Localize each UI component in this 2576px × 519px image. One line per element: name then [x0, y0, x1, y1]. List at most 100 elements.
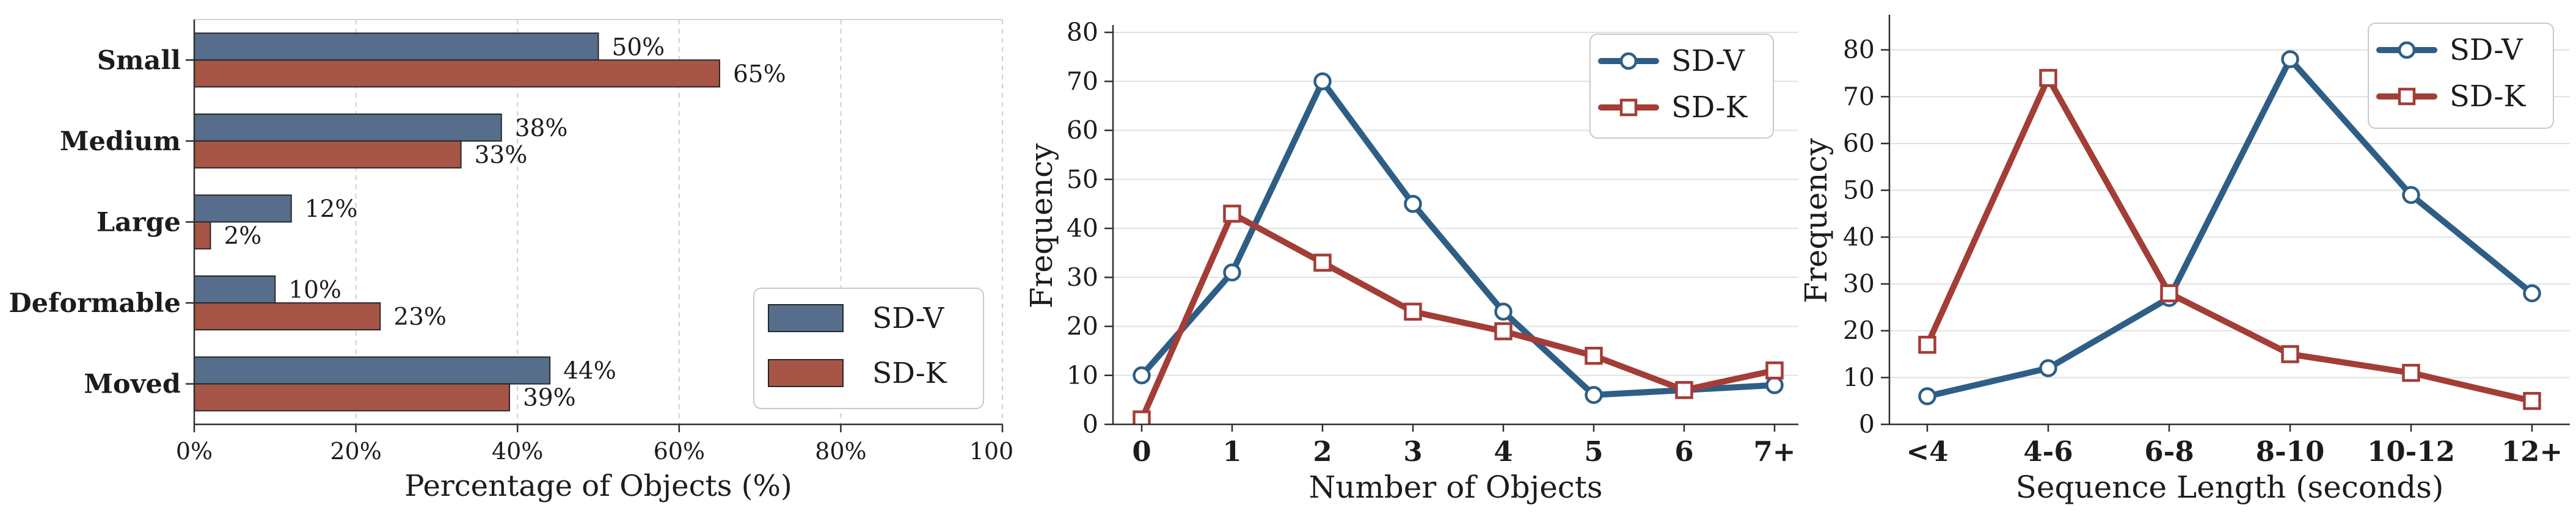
x-tick-label: 10-12: [2367, 435, 2455, 468]
data-point-circle: [1765, 376, 1784, 394]
x-tick-label: 0%: [176, 438, 213, 465]
x-tick-label: 3: [1403, 435, 1422, 468]
y-tick-label: 30: [1843, 269, 1875, 299]
legend-label: SD-K: [872, 357, 947, 390]
y-tick-label: 40: [1843, 222, 1875, 252]
legend-swatch: [768, 359, 844, 387]
data-point-square: [1675, 381, 1693, 399]
legend-swatch: [768, 304, 844, 332]
y-tick-label: 20: [1067, 312, 1098, 341]
legend-marker-circle: [1619, 52, 1638, 70]
bar-value-label: 12%: [305, 196, 358, 223]
line-chart-sequence-svg: 0 10 20 30 40 50 60 70 80 <4 4-6 6-8 8-10 10-12 12+ Seq…: [1802, 15, 2570, 505]
data-point-square: [1494, 322, 1512, 341]
data-point-circle: [1313, 72, 1332, 91]
category-label: Deformable: [9, 288, 181, 319]
legend-label: SD-V: [2450, 33, 2523, 67]
data-point-circle: [2402, 186, 2420, 205]
y-tick-label: 70: [1067, 67, 1098, 96]
x-tick-label: 7+: [1753, 435, 1795, 468]
y-tick-label: 60: [1843, 129, 1875, 158]
data-point-square: [2523, 391, 2541, 410]
legend-label: SD-V: [1671, 44, 1745, 78]
legend-marker-square: [1619, 98, 1638, 117]
bar-sdk-large: [194, 221, 211, 250]
y-axis-label: Frequency: [1024, 143, 1059, 308]
x-tick-label: 5: [1584, 435, 1603, 468]
x-tick-label: 4: [1494, 435, 1512, 468]
series-sd-k: [1918, 68, 2541, 410]
x-tick-label: 6-8: [2144, 435, 2194, 468]
y-axis-ticks: 0 10 20 30 40 50 60 70 80: [1843, 35, 1889, 439]
x-tick-label: <4: [1906, 435, 1948, 468]
bar-chart-svg: 50% 65% 38%33% 12% 2% 10% 23% 44%39% Small Medium…: [9, 19, 1014, 503]
bar-value-labels: 50% 65% 38%33% 12% 2% 10% 23% 44%39%: [224, 34, 786, 412]
category-axis-labels: Small Medium Large Deformable Moved: [9, 45, 181, 399]
y-tick-label: 50: [1067, 165, 1098, 194]
bar-sdk-small: [194, 59, 720, 88]
data-point-square: [1585, 346, 1603, 365]
data-point-square: [2039, 68, 2057, 87]
x-tick-label: 1: [1222, 435, 1241, 468]
line-chart-number-of-objects: 0 10 20 30 40 50 60 70 80 0 1 2 3 4 5 6 7+ Number of Obje…: [1014, 0, 1802, 519]
data-point-square: [1918, 335, 1936, 354]
x-tick-label: 20%: [330, 438, 381, 465]
bar-sdk-deformable: [194, 302, 381, 331]
data-point-square: [2160, 284, 2178, 303]
bar-value-label: 2%: [224, 223, 261, 250]
x-axis-label: Sequence Length (seconds): [2016, 470, 2444, 505]
legend-marker-square: [2398, 87, 2416, 106]
data-point-square: [2281, 345, 2299, 363]
y-tick-label: 80: [1843, 35, 1875, 65]
y-tick-label: 50: [1843, 176, 1875, 205]
data-point-circle: [2039, 359, 2057, 377]
x-tick-label: 0: [1132, 435, 1151, 468]
data-point-circle: [1494, 302, 1512, 321]
legend-label: SD-K: [1671, 90, 1748, 125]
gridlines-horizontal: [1889, 49, 2570, 379]
y-tick-label: 10: [1067, 361, 1098, 390]
y-tick-label: 30: [1067, 263, 1098, 292]
x-tick-label: 6: [1674, 435, 1693, 468]
category-label: Small: [97, 45, 181, 76]
x-axis-ticks: <4 4-6 6-8 8-10 10-12 12+: [1906, 424, 2563, 468]
y-tick-label: 10: [1843, 363, 1875, 392]
series-sd-v: [1133, 72, 1784, 404]
x-axis-label: Number of Objects: [1308, 470, 1602, 505]
bar-sdv-medium: [194, 113, 502, 142]
data-point-square: [1133, 410, 1151, 424]
bar-value-label: 65%: [733, 60, 786, 88]
bar-sdv-moved: [194, 356, 551, 385]
bar-sdv-small: [194, 32, 599, 61]
data-point-circle: [1133, 366, 1151, 385]
data-point-circle: [1918, 387, 1936, 405]
x-tick-label: 80%: [815, 438, 866, 465]
bars: [194, 32, 720, 412]
data-point-circle: [1404, 195, 1422, 213]
y-tick-label: 20: [1843, 316, 1875, 346]
y-tick-label: 40: [1067, 214, 1098, 243]
y-tick-label: 0: [1859, 410, 1875, 439]
category-label: Medium: [60, 126, 181, 157]
data-point-circle: [2281, 50, 2299, 68]
legend-marker-circle: [2398, 41, 2416, 59]
data-point-circle: [2523, 284, 2541, 303]
x-axis-label: Percentage of Objects (%): [404, 469, 792, 503]
bar-sdk-moved: [194, 383, 510, 412]
y-axis-ticks: 0 10 20 30 40 50 60 70 80: [1067, 18, 1113, 439]
bar-value-label: 10%: [288, 277, 341, 304]
bar-value-label: 38%: [515, 115, 568, 142]
bar-sdv-deformable: [194, 275, 276, 304]
y-tick-label: 60: [1067, 116, 1098, 145]
category-label: Moved: [84, 369, 181, 400]
legend: SD-V SD-K: [753, 288, 984, 409]
bar-chart-percentage-of-objects: 50% 65% 38% 33% 12% 2% 10% 23% 44% 39% Small Medium…: [0, 0, 1014, 519]
legend-label: SD-V: [872, 302, 944, 335]
x-tick-label: 4-6: [2023, 435, 2073, 468]
x-tick-label: 100%: [969, 438, 1014, 465]
x-tick-label: 40%: [492, 438, 543, 465]
bar-sdk-medium: [194, 140, 462, 169]
bar-sdv-large: [194, 194, 292, 223]
data-point-square: [1313, 253, 1332, 272]
